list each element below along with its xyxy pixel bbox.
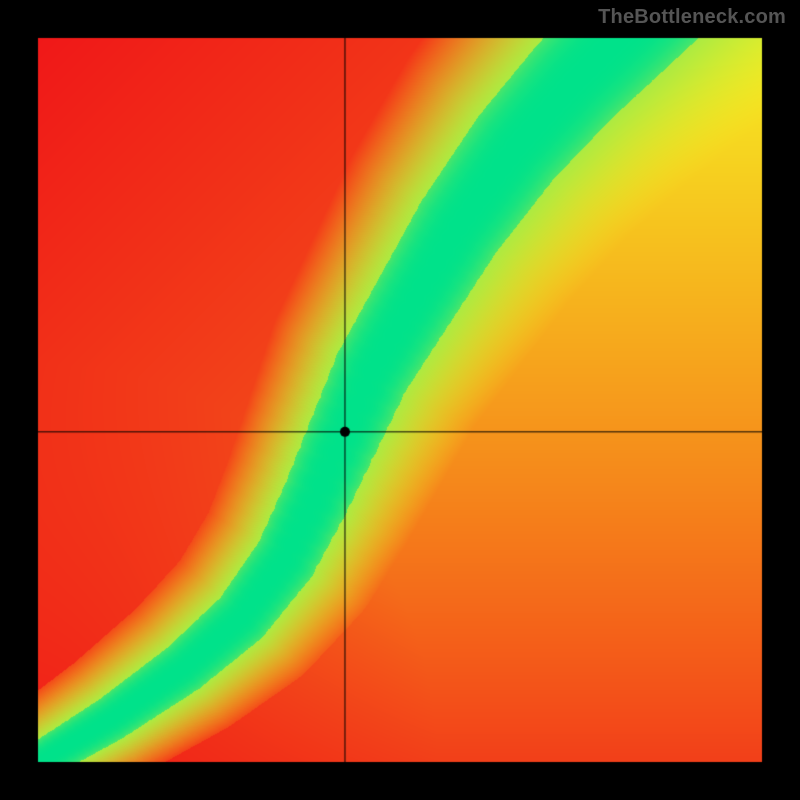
chart-container: TheBottleneck.com: [0, 0, 800, 800]
watermark-text: TheBottleneck.com: [598, 6, 786, 29]
bottleneck-heatmap: [0, 0, 800, 800]
